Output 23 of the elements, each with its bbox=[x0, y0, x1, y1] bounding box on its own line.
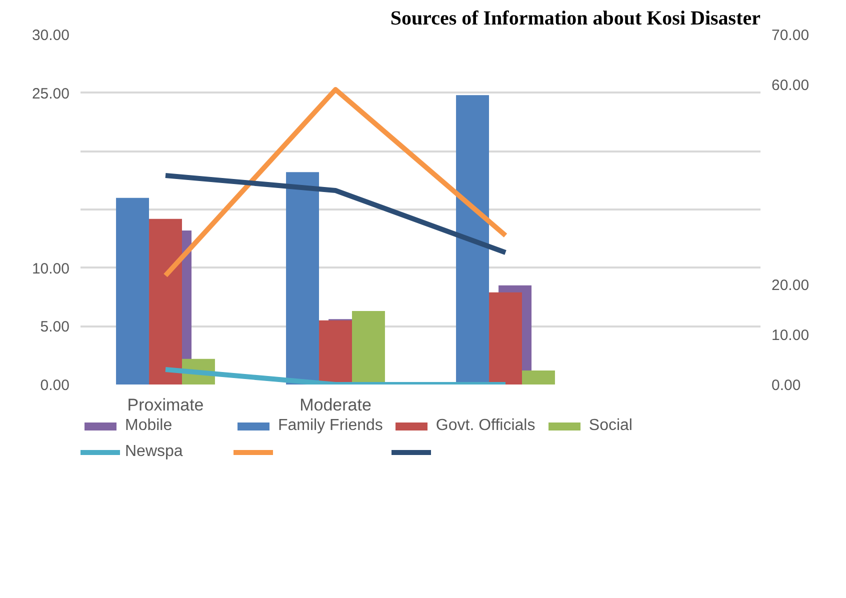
y-tick-label: 30.00 bbox=[32, 27, 70, 44]
bar bbox=[489, 292, 522, 384]
y-tick-label: 10.00 bbox=[32, 260, 70, 278]
y-tick-label: 5.00 bbox=[40, 318, 70, 336]
y2-tick-label: 20.00 bbox=[772, 277, 810, 294]
y-tick-label: 0.00 bbox=[40, 377, 70, 394]
legend-label: Govt. Officials bbox=[436, 417, 536, 435]
legend-label: Family Friends bbox=[278, 417, 383, 435]
legend-label: Mobile bbox=[125, 417, 174, 435]
bar bbox=[286, 172, 320, 384]
y2-tick-label: 60.00 bbox=[772, 77, 810, 94]
y2-tick-label: 0.00 bbox=[772, 377, 801, 394]
chart-title: Sources of Information about Kosi Disaster bbox=[390, 8, 761, 30]
legend-label: Newspa bbox=[125, 443, 184, 461]
x-tick-label: Proximate bbox=[127, 396, 204, 414]
legend-label: Social bbox=[588, 417, 634, 435]
bar bbox=[522, 370, 555, 384]
y2-tick-label: 10.00 bbox=[772, 327, 810, 344]
x-tick-label: Moderate bbox=[300, 396, 372, 414]
bar bbox=[149, 218, 182, 384]
y-tick-label: 25.00 bbox=[32, 85, 70, 102]
y2-tick-label: 70.00 bbox=[772, 27, 810, 44]
bar bbox=[116, 198, 150, 384]
